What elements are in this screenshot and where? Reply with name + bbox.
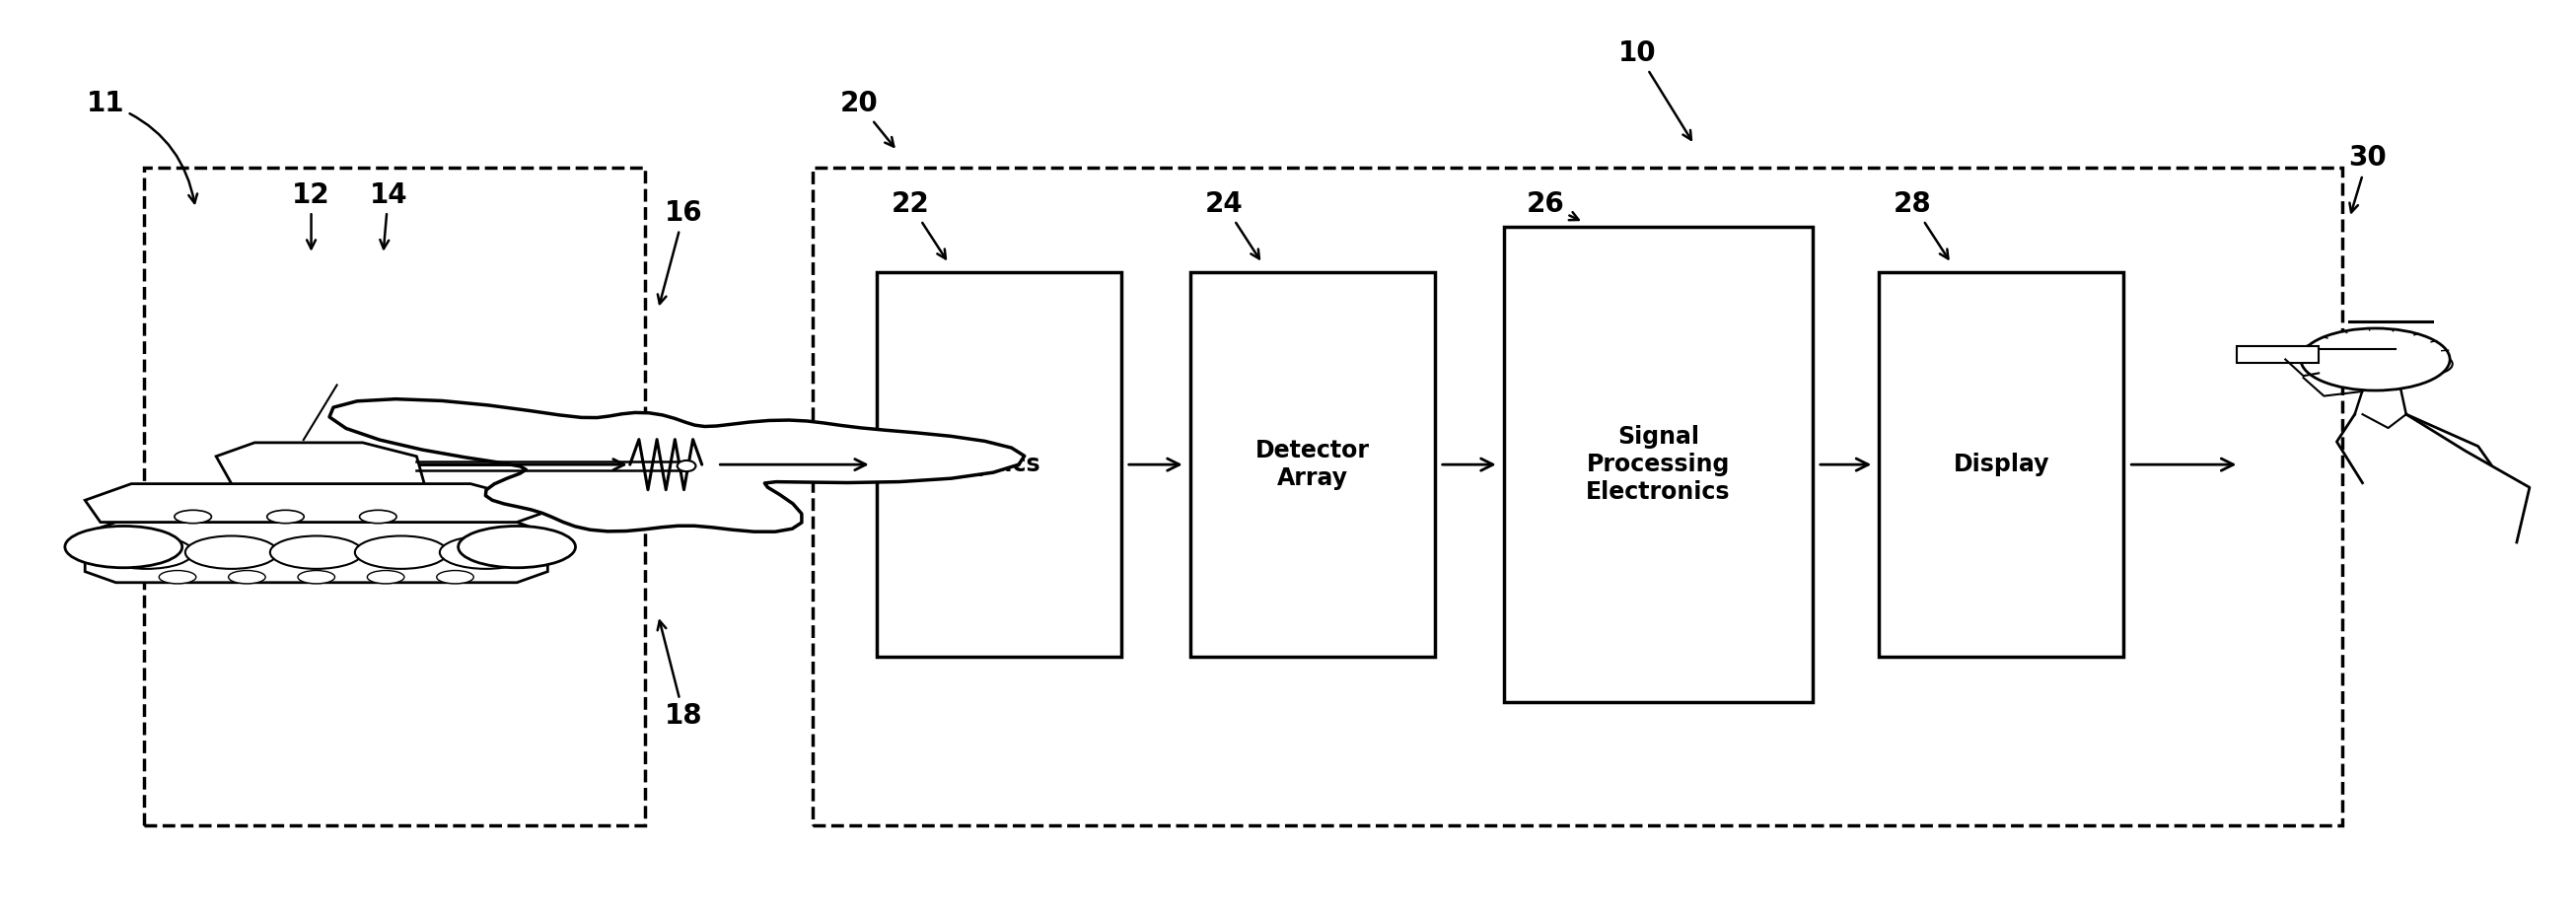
Ellipse shape (677, 460, 696, 471)
Circle shape (160, 570, 196, 583)
Circle shape (270, 536, 363, 569)
Ellipse shape (2300, 328, 2450, 390)
Circle shape (438, 570, 474, 583)
Text: 10: 10 (1618, 40, 1692, 140)
Ellipse shape (2411, 354, 2452, 374)
Circle shape (268, 510, 304, 523)
Text: Display: Display (1953, 453, 2050, 477)
Circle shape (368, 570, 404, 583)
Text: 20: 20 (840, 89, 894, 146)
Bar (876, 272, 1121, 657)
Circle shape (361, 510, 397, 523)
Circle shape (355, 536, 448, 569)
Text: 12: 12 (291, 181, 330, 248)
Text: 22: 22 (891, 190, 945, 259)
Bar (1190, 272, 1435, 657)
Circle shape (440, 536, 533, 569)
Polygon shape (85, 523, 549, 582)
Text: 14: 14 (368, 181, 407, 248)
Bar (144, 167, 647, 826)
Text: Signal
Processing
Electronics: Signal Processing Electronics (1587, 425, 1731, 504)
Circle shape (459, 526, 574, 568)
Text: 26: 26 (1525, 190, 1579, 220)
Circle shape (229, 570, 265, 583)
Text: 18: 18 (657, 621, 703, 730)
Text: 24: 24 (1206, 190, 1260, 259)
Bar (1504, 227, 1814, 702)
Bar (811, 167, 2342, 826)
Circle shape (299, 570, 335, 583)
Text: Optics: Optics (958, 453, 1041, 477)
Circle shape (175, 510, 211, 523)
Text: Detector
Array: Detector Array (1255, 439, 1370, 490)
Text: 16: 16 (657, 200, 703, 304)
Text: 11: 11 (88, 89, 198, 203)
Circle shape (100, 536, 193, 569)
Polygon shape (85, 484, 549, 523)
Circle shape (185, 536, 278, 569)
Text: 30: 30 (2349, 144, 2388, 213)
Bar (2236, 347, 2318, 363)
Text: 28: 28 (1893, 190, 1947, 259)
Polygon shape (330, 399, 1025, 532)
Circle shape (64, 526, 183, 568)
Bar (1880, 272, 2123, 657)
Polygon shape (216, 443, 425, 484)
